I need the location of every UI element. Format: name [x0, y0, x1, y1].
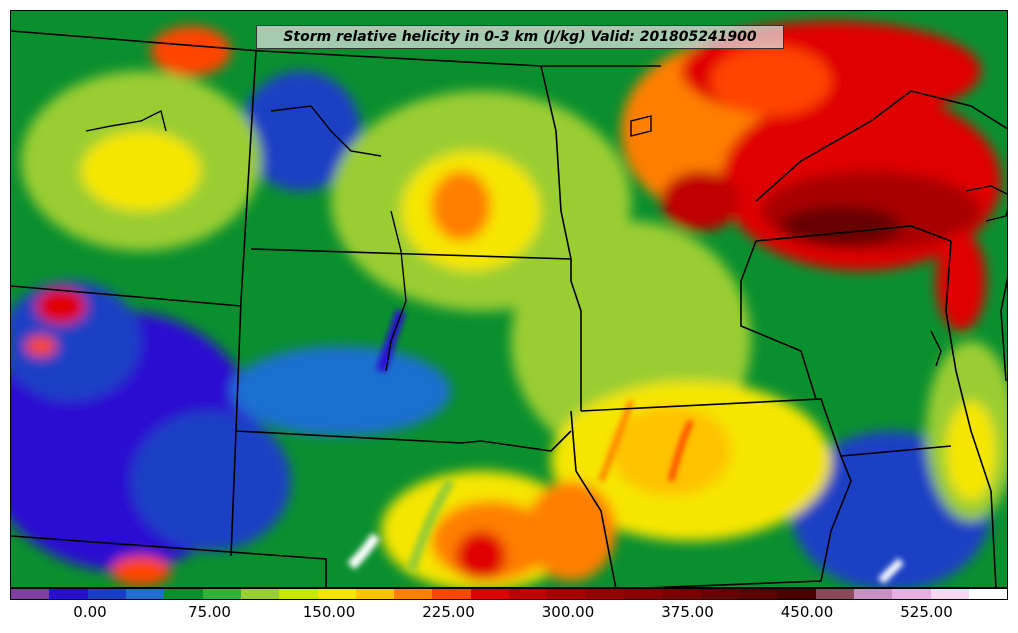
colorbar-segment	[11, 589, 50, 599]
colorbar-segment	[892, 589, 931, 599]
colorbar-tick-label: 450.00	[780, 603, 834, 621]
low-helicity-region-south	[131, 411, 291, 551]
map-canvas	[11, 11, 1007, 587]
colorbar-segment	[279, 589, 318, 599]
high-core-kansas	[456, 531, 506, 581]
colorbar-segment	[777, 589, 816, 599]
colorbar-tick-label: 0.00	[73, 603, 107, 621]
colorbar-segment	[585, 589, 624, 599]
elevated-core-iowa	[611, 406, 731, 496]
elevated-patch-north	[151, 26, 231, 76]
colorbar-tick-label: 225.00	[422, 603, 475, 621]
low-helicity-band-central	[231, 346, 451, 436]
colorbar-tick-label: 375.00	[661, 603, 714, 621]
colorbar-segment	[87, 589, 126, 599]
elevated-core-north-border	[711, 46, 831, 116]
colorbar-segment	[662, 589, 701, 599]
colorbar-segment	[700, 589, 739, 599]
helicity-contours	[11, 21, 1007, 587]
colorbar-segment	[470, 589, 510, 599]
extreme-core-great-lakes	[781, 206, 901, 246]
colorbar-segment	[930, 589, 969, 599]
high-region-lake-michigan	[936, 231, 986, 331]
colorbar-segment	[49, 589, 88, 599]
colorbar-segment	[547, 589, 586, 599]
colorbar-segment	[624, 589, 663, 599]
low-helicity-region-north	[241, 71, 361, 191]
colorbar-tick-label: 300.00	[541, 603, 595, 621]
state-boundaries	[11, 30, 1007, 587]
colorbar-segment	[394, 589, 433, 599]
colorbar-segment	[317, 589, 356, 599]
helicity-map: Storm relative helicity in 0-3 km (J/kg)…	[10, 10, 1008, 588]
colorbar-labels: 0.00 75.00 150.00 225.00 300.00 375.00 450.00 5…	[10, 600, 1008, 628]
colorbar-segment	[164, 589, 203, 599]
elevated-patch-west	[26, 336, 56, 356]
colorbar-segment	[432, 589, 471, 599]
colorbar-segment	[853, 589, 893, 599]
colorbar-segment	[240, 589, 280, 599]
map-title: Storm relative helicity in 0-3 km (J/kg)…	[256, 25, 784, 49]
colorbar-tick-label: 525.00	[900, 603, 953, 621]
elevated-core-dakotas	[431, 171, 491, 241]
colorbar-segment	[815, 589, 854, 599]
moderate-core-east	[946, 401, 996, 501]
colorbar-tick-label: 75.00	[188, 603, 231, 621]
moderate-core-northwest	[81, 131, 201, 211]
colorbar-segment	[202, 589, 241, 599]
elevated-region-missouri	[526, 481, 616, 581]
high-patch-west	[36, 288, 86, 324]
colorbar-segment	[738, 589, 778, 599]
colorbar-tick-label: 150.00	[302, 603, 356, 621]
water-body-outlines	[85, 105, 1007, 372]
colorbar-segment	[125, 589, 165, 599]
colorbar-segment	[968, 589, 1008, 599]
colorbar-segment	[509, 589, 548, 599]
high-core-west-superior	[661, 171, 741, 231]
colorbar-segment	[355, 589, 395, 599]
elevated-patch-south	[111, 556, 171, 586]
colorbar	[10, 588, 1008, 600]
